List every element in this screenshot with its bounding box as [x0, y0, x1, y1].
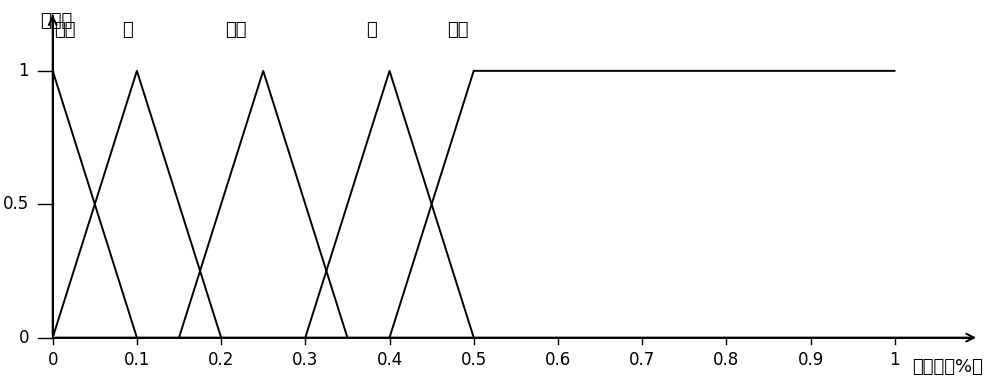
- Text: 0.2: 0.2: [208, 351, 234, 369]
- Text: 少: 少: [122, 21, 132, 39]
- Text: 1: 1: [18, 62, 29, 80]
- Text: 0.4: 0.4: [376, 351, 403, 369]
- Text: 隶属度: 隶属度: [40, 12, 72, 30]
- Text: 短路率（%）: 短路率（%）: [912, 358, 983, 375]
- Text: 正常: 正常: [225, 21, 247, 39]
- Text: 0.9: 0.9: [797, 351, 824, 369]
- Text: 0.3: 0.3: [292, 351, 319, 369]
- Text: 很少: 很少: [54, 21, 76, 39]
- Text: 很多: 很多: [447, 21, 468, 39]
- Text: 0.5: 0.5: [3, 195, 29, 213]
- Text: 0.7: 0.7: [629, 351, 655, 369]
- Text: 0.6: 0.6: [545, 351, 571, 369]
- Text: 0.5: 0.5: [461, 351, 487, 369]
- Text: 0: 0: [19, 329, 29, 347]
- Text: 多: 多: [366, 21, 377, 39]
- Text: 0: 0: [47, 351, 58, 369]
- Text: 0.8: 0.8: [713, 351, 739, 369]
- Text: 1: 1: [889, 351, 900, 369]
- Text: 0.1: 0.1: [124, 351, 150, 369]
